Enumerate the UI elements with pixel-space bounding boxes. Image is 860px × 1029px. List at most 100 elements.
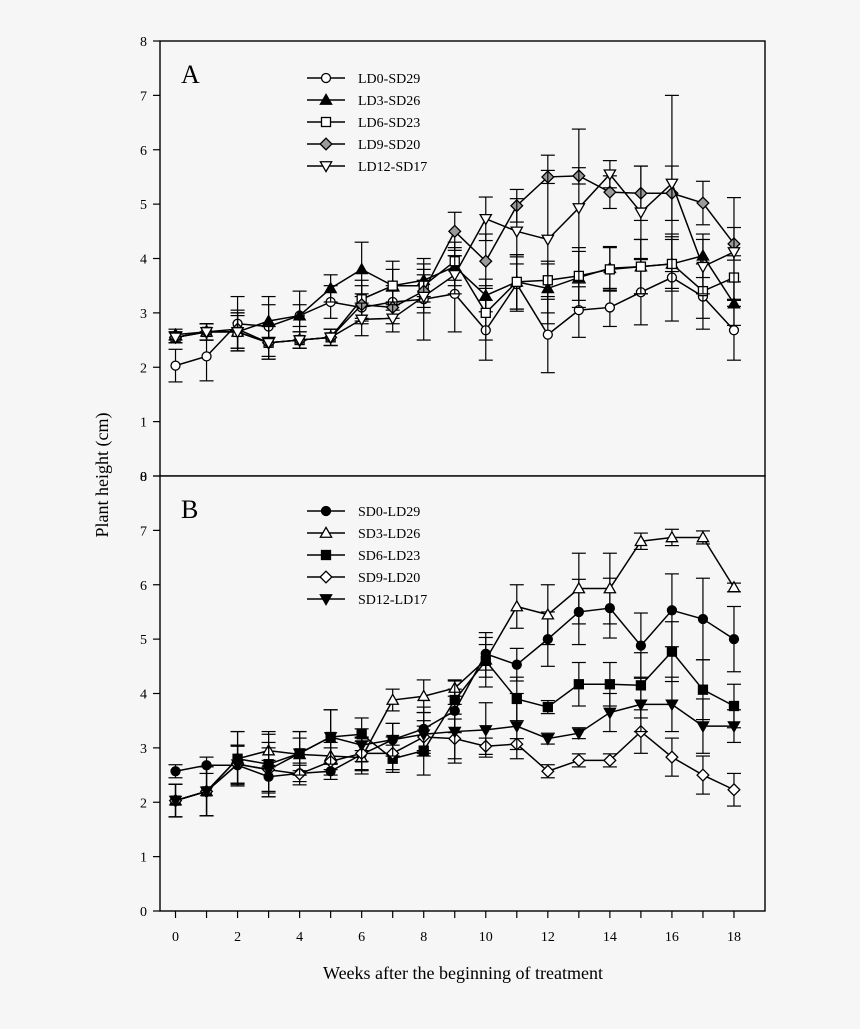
- data-point: [510, 721, 524, 734]
- y-tick-label: 5: [140, 198, 147, 213]
- panel-a: 0 1 2 3 4 5 6 7 8 A LD0-SD29 LD3-SD26 LD6-SD23 LD9-SD…: [140, 35, 766, 485]
- data-point: [292, 335, 307, 347]
- data-point: [323, 332, 338, 345]
- data-point: [572, 753, 586, 768]
- data-point: [603, 753, 617, 768]
- data-point: [261, 764, 276, 777]
- data-point: [666, 605, 678, 616]
- data-point: [696, 196, 710, 210]
- legend-label: SD6-LD23: [358, 549, 420, 564]
- data-point: [727, 580, 741, 593]
- data-point: [199, 327, 214, 339]
- data-point: [479, 213, 493, 226]
- series-SD12-LD17: [168, 676, 741, 818]
- data-point: [511, 276, 522, 288]
- legend-marker: [319, 570, 333, 584]
- y-tick-label: 1: [140, 851, 147, 866]
- data-point: [727, 247, 741, 259]
- legend-label: LD0-SD29: [358, 72, 420, 87]
- x-axis-label: Weeks after the beginning of treatment: [323, 963, 603, 983]
- data-point: [603, 707, 617, 720]
- y-tick-label: 8: [140, 470, 147, 485]
- x-tick-label: 6: [358, 930, 365, 945]
- y-tick-label: 2: [140, 361, 147, 376]
- y-tick-label: 3: [140, 742, 147, 757]
- legend-marker: [319, 594, 333, 606]
- legend-marker: [319, 137, 333, 151]
- panel-letter: A: [181, 60, 200, 89]
- y-axis-label: Plant height (cm): [92, 413, 113, 538]
- data-point: [665, 530, 679, 543]
- legend-item: LD9-SD20: [307, 137, 420, 153]
- data-point: [385, 693, 400, 705]
- data-point: [479, 725, 493, 737]
- data-point: [354, 262, 369, 275]
- y-tick-label: 1: [140, 416, 147, 431]
- y-tick-label: 7: [140, 524, 147, 539]
- data-point: [665, 699, 679, 712]
- data-point: [230, 327, 245, 339]
- data-point: [510, 599, 524, 612]
- data-point: [634, 534, 648, 547]
- data-point: [728, 700, 740, 712]
- plot-area: [159, 475, 766, 912]
- data-point: [292, 748, 307, 761]
- data-point: [480, 307, 491, 319]
- x-tick-label: 18: [727, 930, 741, 945]
- y-tick-label: 8: [140, 35, 147, 50]
- legend-item: LD12-SD17: [307, 160, 427, 175]
- data-point: [666, 646, 678, 657]
- data-point: [447, 726, 462, 739]
- y-tick-label: 6: [140, 144, 147, 159]
- data-point: [728, 325, 740, 336]
- data-point: [665, 178, 679, 191]
- data-point: [603, 581, 617, 594]
- legend-label: SD12-LD17: [358, 593, 427, 608]
- data-point: [170, 766, 181, 777]
- data-point: [449, 694, 460, 706]
- data-point: [603, 185, 617, 199]
- data-point: [261, 337, 276, 350]
- plot-area: [159, 40, 766, 477]
- data-point: [387, 280, 398, 291]
- data-point: [727, 721, 741, 734]
- legend-marker: [320, 116, 332, 128]
- data-point: [603, 169, 617, 182]
- y-tick-label: 3: [140, 307, 147, 322]
- legend-marker: [320, 72, 332, 84]
- data-point: [727, 782, 741, 797]
- data-point: [385, 313, 400, 326]
- data-point: [201, 351, 212, 362]
- data-point: [604, 679, 616, 690]
- data-point: [696, 530, 710, 543]
- data-point: [416, 729, 431, 742]
- data-point: [510, 226, 524, 239]
- data-point: [511, 659, 522, 670]
- legend-item: SD3-LD26: [307, 526, 420, 542]
- legend-label: LD6-SD23: [358, 116, 420, 131]
- data-point: [292, 308, 307, 321]
- data-point: [697, 684, 709, 695]
- data-point: [572, 581, 586, 594]
- x-tick-label: 16: [665, 930, 679, 945]
- y-tick-label: 6: [140, 579, 147, 594]
- legend-label: LD9-SD20: [358, 138, 420, 153]
- legend-item: SD12-LD17: [307, 593, 427, 608]
- x-tick-label: 0: [172, 930, 179, 945]
- y-tick-label: 2: [140, 796, 147, 811]
- data-point: [696, 768, 710, 782]
- legend-item: LD0-SD29: [307, 72, 420, 87]
- x-tick-label: 8: [420, 930, 427, 945]
- data-point: [354, 740, 369, 753]
- data-point: [480, 655, 491, 667]
- data-point: [416, 689, 431, 702]
- legend-marker: [319, 526, 333, 538]
- data-point: [416, 291, 431, 304]
- data-point: [665, 750, 679, 764]
- data-point: [385, 734, 400, 747]
- x-tick-label: 2: [234, 930, 241, 945]
- data-point: [635, 640, 647, 651]
- x-tick-label: 14: [603, 930, 617, 945]
- data-point: [323, 281, 338, 294]
